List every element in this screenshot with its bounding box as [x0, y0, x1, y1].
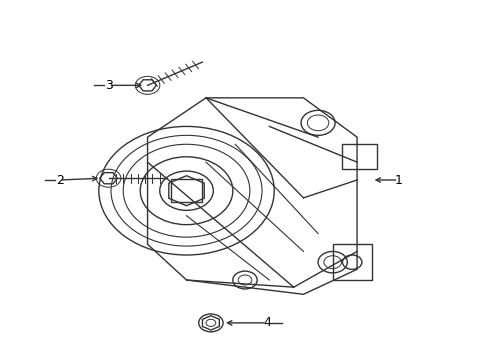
Text: 2: 2 [56, 174, 64, 186]
Text: 1: 1 [394, 174, 402, 186]
Text: 4: 4 [263, 316, 271, 329]
Text: 3: 3 [105, 79, 113, 92]
